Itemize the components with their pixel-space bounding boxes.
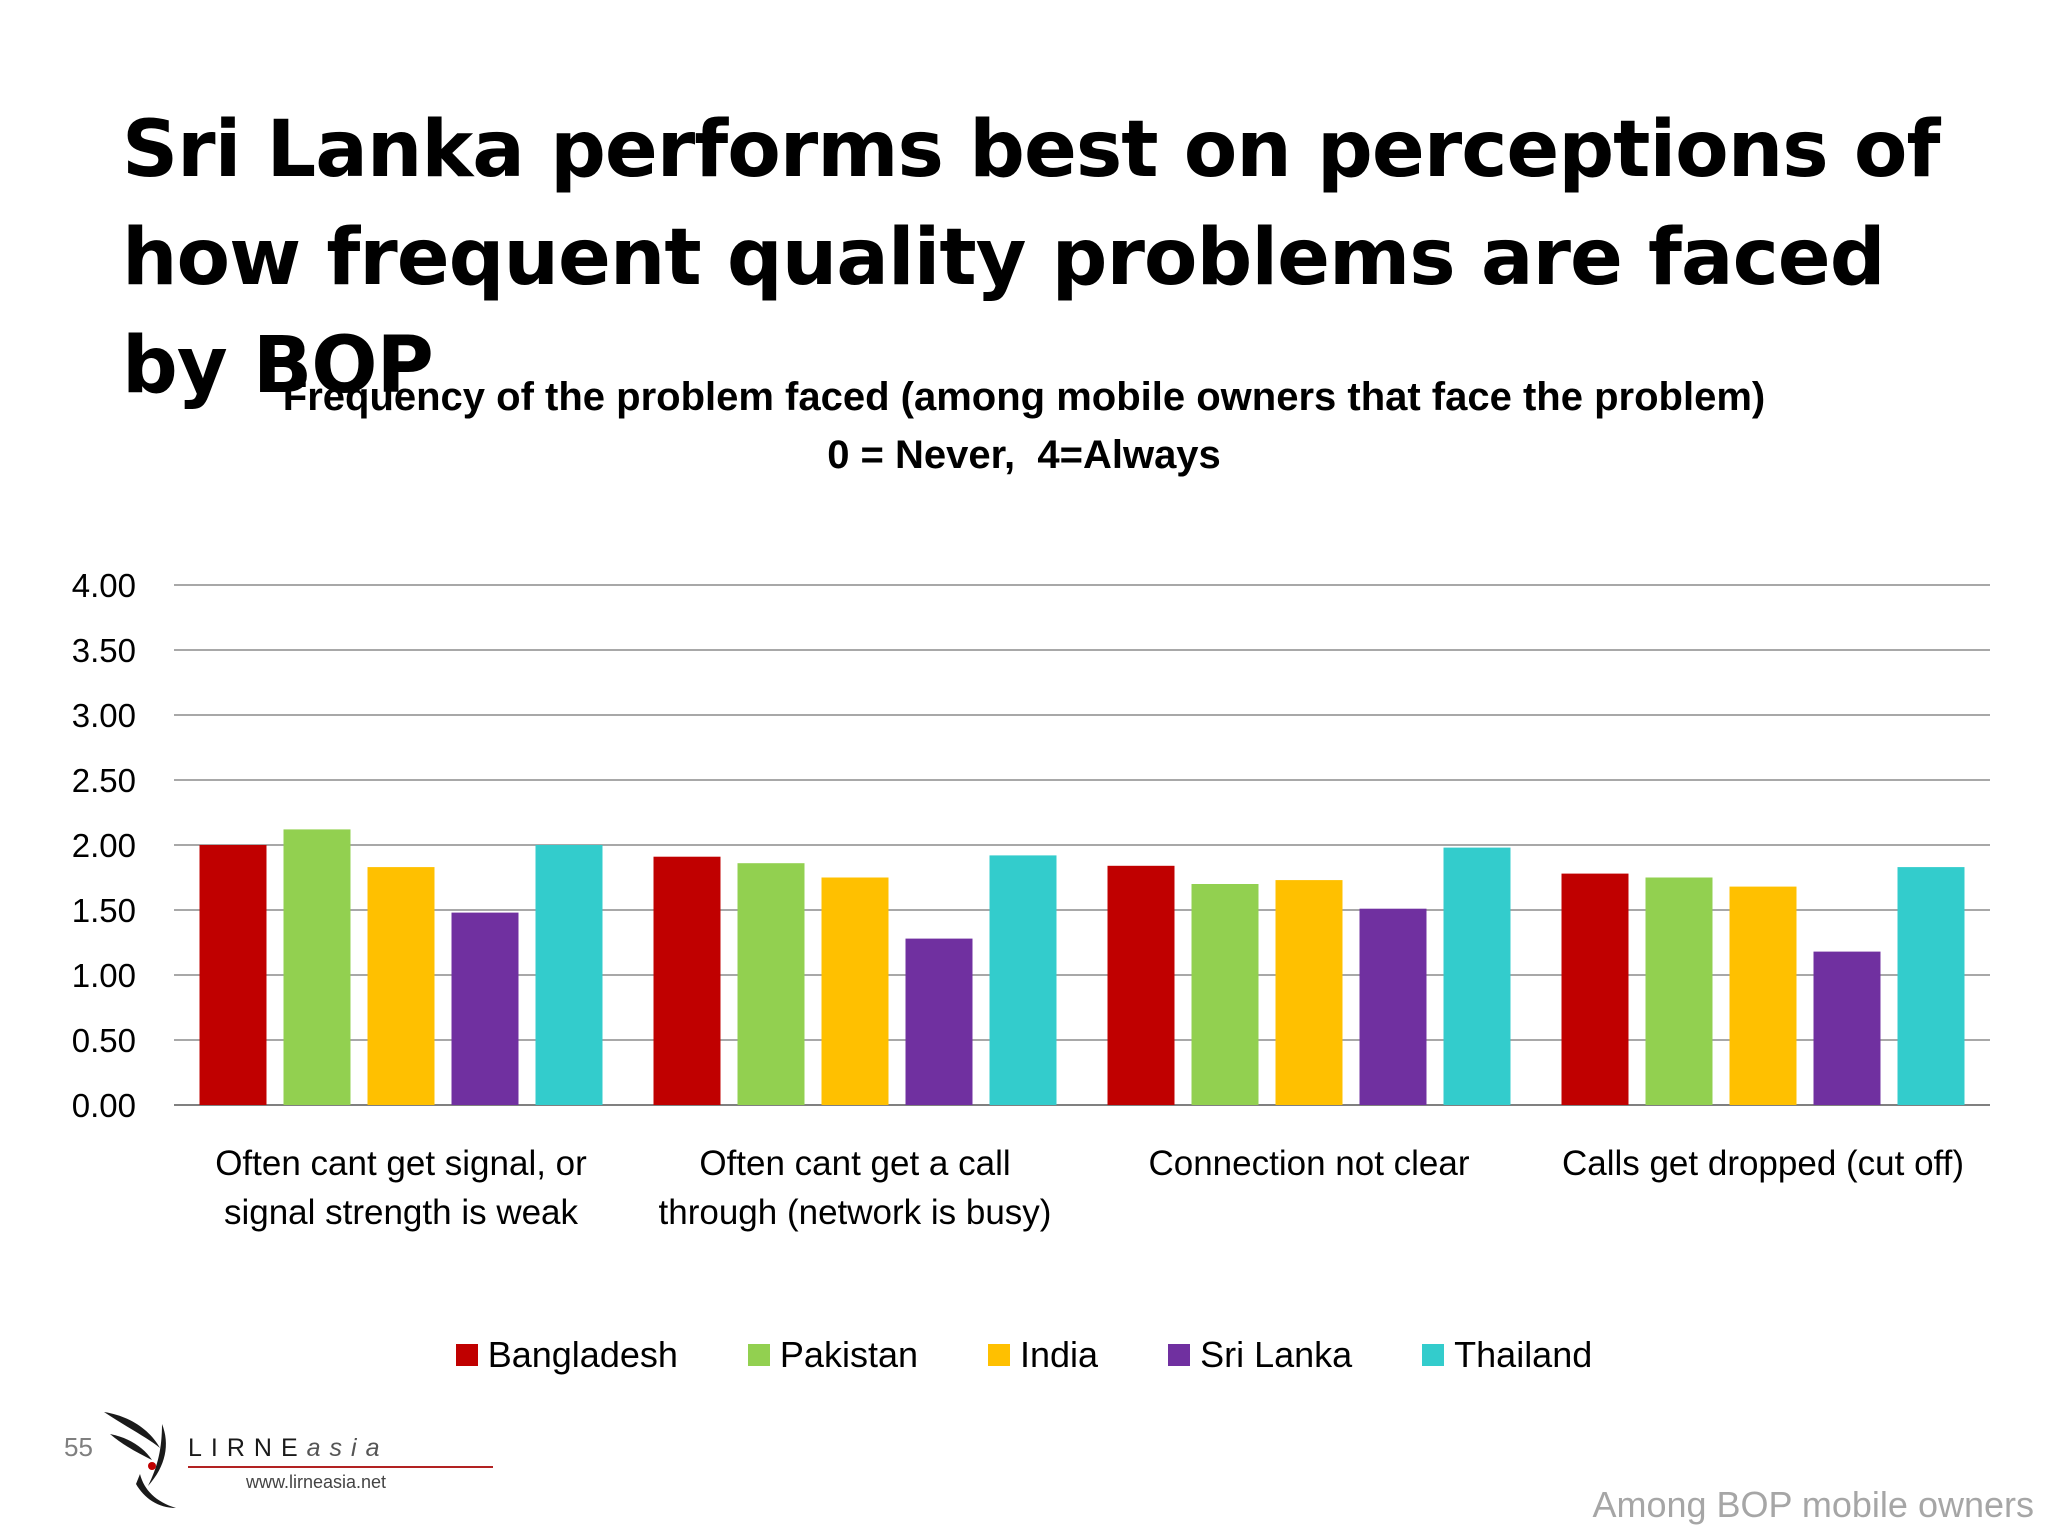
footnote: Among BOP mobile owners xyxy=(1592,1484,2034,1525)
logo-word-accent: asia xyxy=(306,1434,389,1462)
legend-label: Bangladesh xyxy=(487,1334,678,1375)
y-tick-label: 4.00 xyxy=(72,567,136,604)
y-tick-label: 2.50 xyxy=(72,762,136,799)
bird-logo-icon xyxy=(104,1412,176,1508)
legend-item: Bangladesh xyxy=(455,1333,678,1377)
y-tick-label: 3.50 xyxy=(72,632,136,669)
y-tick-label: 1.50 xyxy=(72,892,136,929)
bar-thailand xyxy=(1897,867,1965,1105)
bar-india xyxy=(1729,886,1797,1105)
y-tick-label: 0.50 xyxy=(72,1022,136,1059)
chart-legend: Bangladesh Pakistan India Sri Lanka Thailand xyxy=(0,1330,2048,1380)
legend-swatch xyxy=(455,1344,478,1366)
bar-bangladesh xyxy=(1561,873,1629,1105)
bar-india xyxy=(367,867,435,1105)
y-tick-label: 3.00 xyxy=(72,697,136,734)
chart-title: Frequency of the problem faced (among mo… xyxy=(0,368,2048,484)
legend-swatch xyxy=(747,1344,770,1366)
slide-title: Sri Lanka performs best on perceptions o… xyxy=(122,105,1940,411)
chart-title-line: Frequency of the problem faced (among mo… xyxy=(282,375,1766,419)
x-category-label: Connection not clear xyxy=(1148,1144,1469,1183)
legend-label: Pakistan xyxy=(779,1334,918,1375)
bar-bangladesh xyxy=(199,845,267,1105)
y-tick-label: 1.00 xyxy=(72,957,136,994)
legend-label: Thailand xyxy=(1454,1334,1593,1375)
lirneasia-logo: LIRNEasia www.lirneasia.net xyxy=(100,1404,493,1514)
legend-swatch xyxy=(1422,1344,1445,1366)
bar-thailand xyxy=(535,845,603,1105)
legend-label: India xyxy=(1019,1334,1099,1375)
chart-subtitle-line: 0 = Never, 4=Always xyxy=(827,433,1221,477)
logo-underline xyxy=(188,1466,493,1468)
legend-swatch xyxy=(1168,1344,1191,1366)
x-category-label: Often cant get a call xyxy=(699,1144,1010,1183)
bar-india xyxy=(821,877,889,1105)
bar-bangladesh xyxy=(653,856,721,1105)
page-number: 55 xyxy=(64,1432,93,1462)
x-category-label: through (network is busy) xyxy=(659,1193,1052,1232)
bar-thailand xyxy=(1443,847,1511,1105)
logo-word-main: LIRNE xyxy=(188,1434,307,1462)
bar-bangladesh xyxy=(1107,865,1175,1105)
y-tick-label: 0.00 xyxy=(72,1087,136,1124)
bar-pakistan xyxy=(737,863,805,1105)
bar-sri-lanka xyxy=(1359,908,1427,1105)
logo-wordmark: LIRNEasia xyxy=(188,1434,389,1463)
bar-thailand xyxy=(989,855,1057,1105)
legend-item: Sri Lanka xyxy=(1168,1333,1352,1377)
bar-india xyxy=(1275,880,1343,1105)
bar-pakistan xyxy=(1645,877,1713,1105)
bar-sri-lanka xyxy=(451,912,519,1105)
bar-chart: 0.00 0.50 1.00 1.50 2.00 2.50 3.00 3.50 4.00 Ofte… xyxy=(72,567,1990,1232)
bar-sri-lanka xyxy=(905,938,973,1105)
logo-url: www.lirneasia.net xyxy=(246,1472,387,1492)
x-category-label: Calls get dropped (cut off) xyxy=(1562,1144,1964,1183)
legend-swatch xyxy=(987,1344,1010,1366)
legend-item: Thailand xyxy=(1422,1333,1592,1377)
bar-sri-lanka xyxy=(1813,951,1881,1105)
bar-pakistan xyxy=(1191,884,1259,1105)
y-tick-label: 2.00 xyxy=(72,827,136,864)
legend-item: Pakistan xyxy=(747,1333,918,1377)
legend-item: India xyxy=(987,1333,1099,1377)
bar-pakistan xyxy=(283,829,351,1105)
x-category-label: signal strength is weak xyxy=(224,1193,579,1232)
legend-label: Sri Lanka xyxy=(1200,1334,1353,1375)
x-category-label: Often cant get signal, or xyxy=(215,1144,587,1183)
